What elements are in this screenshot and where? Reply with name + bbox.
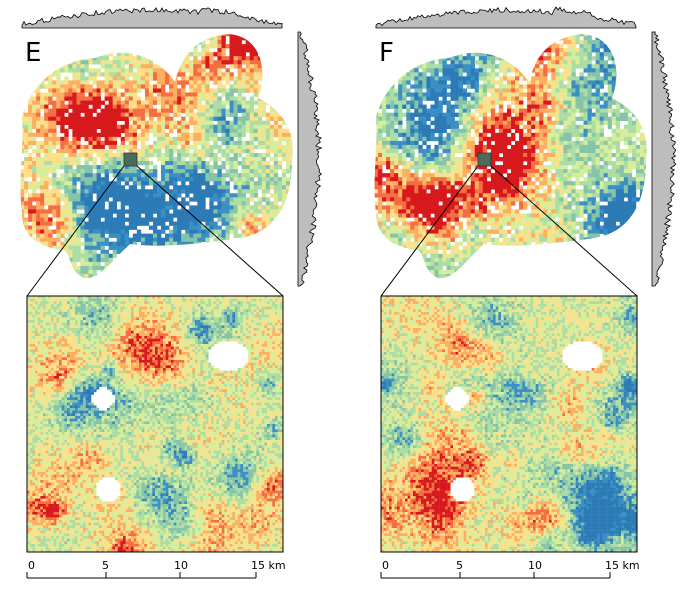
- right-profile: [651, 31, 677, 287]
- overview-map: [374, 34, 647, 279]
- scale-tick-0-e: 0: [28, 559, 35, 572]
- detail-frame: [26, 295, 284, 553]
- overview-map: [20, 34, 293, 279]
- panel-label-f: F: [379, 40, 394, 66]
- scale-tick-15-f: 15 km: [605, 559, 640, 572]
- map-figure-f: [374, 6, 677, 579]
- panel-f: F 0 5 10 15 km: [354, 0, 684, 592]
- panel-label-e: E: [25, 40, 41, 66]
- scale-bar: [380, 572, 611, 579]
- zoom-line-right: [136, 165, 284, 297]
- scale-tick-10-e: 10: [174, 559, 188, 572]
- zoom-line-left: [380, 165, 479, 297]
- scale-tick-10-f: 10: [528, 559, 542, 572]
- zoom-line-right: [490, 165, 638, 297]
- scale-tick-5-e: 5: [102, 559, 109, 572]
- detail-map: [27, 296, 284, 553]
- map-figure-e: [20, 7, 323, 579]
- inset-marker: [123, 152, 138, 167]
- detail-frame: [380, 295, 638, 553]
- inset-marker: [477, 152, 492, 167]
- top-profile: [375, 6, 637, 29]
- panel-e: E 0 5 10 15 km: [0, 0, 330, 592]
- scale-tick-15-e: 15 km: [251, 559, 286, 572]
- detail-map: [381, 296, 638, 553]
- scale-tick-5-f: 5: [456, 559, 463, 572]
- scale-bar: [26, 572, 257, 579]
- zoom-line-left: [26, 165, 125, 297]
- top-profile: [21, 7, 283, 29]
- right-profile: [297, 31, 323, 287]
- scale-tick-0-f: 0: [382, 559, 389, 572]
